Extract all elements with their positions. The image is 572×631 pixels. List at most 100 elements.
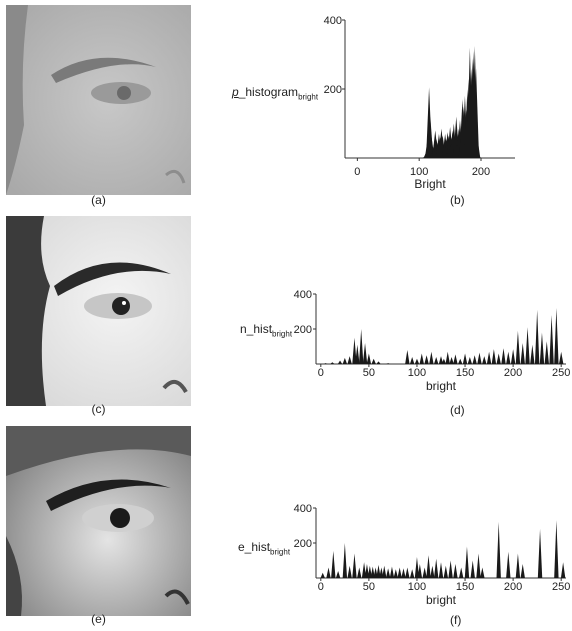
histogram-bar: [520, 343, 525, 364]
histogram-bar: [326, 567, 331, 578]
histogram-bar: [491, 349, 497, 364]
histogram-bar: [393, 569, 399, 578]
histogram-d: 0 50 100 150 200 250 200 400 bright: [294, 289, 570, 393]
histogram-bar: [347, 356, 352, 364]
x-tick-label: 0: [318, 581, 324, 593]
x-tick-label: 200: [504, 581, 522, 593]
histogram-bar: [371, 358, 376, 364]
histogram-bar: [515, 330, 521, 364]
histogram-bar: [539, 332, 545, 364]
x-axis-label: bright: [426, 593, 457, 607]
histogram-bar: [352, 553, 357, 578]
histogram-bar: [473, 68, 480, 158]
histogram-bar: [362, 343, 368, 364]
x-tick-label: 50: [363, 581, 375, 593]
histogram-bar: [337, 360, 343, 364]
histogram-bar: [496, 353, 501, 364]
y-tick-label: 200: [294, 324, 312, 336]
histogram-bar: [409, 569, 415, 578]
caption-f: (f): [450, 613, 462, 627]
histogram-bar: [525, 327, 530, 364]
x-tick-label: 100: [408, 581, 426, 593]
histogram-bar: [474, 137, 481, 158]
caption-e: (e): [91, 612, 106, 626]
caption-d: (d): [450, 403, 465, 417]
histogram-bar: [472, 355, 477, 364]
histogram-bar: [373, 567, 378, 578]
histogram-bar: [367, 565, 373, 578]
histogram-bar: [379, 567, 384, 578]
caption-b: (b): [450, 193, 465, 207]
histogram-bar: [422, 567, 427, 578]
histogram-bar: [510, 349, 516, 364]
histogram-bar: [558, 351, 564, 364]
histogram-bar: [370, 566, 375, 578]
histogram-bar: [441, 358, 447, 364]
histogram-bar: [376, 361, 381, 364]
histogram-bar: [405, 567, 410, 578]
histogram-bar: [554, 308, 559, 364]
x-tick-label: 150: [456, 581, 474, 593]
histogram-bar: [342, 357, 348, 364]
ylabel-d: n_histbright: [240, 322, 293, 339]
histogram-f: 0 50 100 150 200 250 200 400 bright: [294, 503, 570, 607]
x-tick-label: 100: [410, 166, 428, 178]
histogram-bar: [458, 358, 463, 364]
histogram-bar: [477, 352, 482, 364]
histogram-bar: [429, 351, 434, 364]
histogram-bar: [515, 553, 521, 578]
x-tick-label: 250: [552, 581, 570, 593]
histogram-bar: [544, 341, 549, 364]
histogram-bar: [426, 555, 431, 578]
histogram-bar: [534, 309, 540, 364]
histogram-bar: [330, 362, 335, 364]
histogram-b: 0 100 200 200 400 Bright: [324, 15, 515, 191]
histogram-bar: [467, 357, 473, 364]
histogram-bar: [342, 543, 348, 578]
histogram-bar: [496, 522, 501, 578]
histogram-bar: [405, 350, 410, 364]
histogram-bar: [361, 562, 367, 578]
histogram-bar: [355, 344, 360, 364]
histogram-bar: [385, 363, 391, 364]
histogram-bar: [352, 337, 357, 364]
histogram-bar: [506, 351, 511, 364]
x-tick-label: 0: [354, 166, 360, 178]
photo-e: [6, 426, 191, 616]
histogram-bar: [560, 562, 566, 578]
histogram-bar: [464, 546, 470, 578]
histogram-bar: [409, 357, 415, 364]
histogram-bar: [453, 354, 458, 364]
histogram-bar: [443, 565, 449, 578]
x-tick-label: 100: [408, 367, 426, 379]
ylabel-f: e_histbright: [238, 540, 291, 557]
histogram-bar: [433, 558, 439, 578]
histogram-bar: [364, 564, 370, 578]
x-axis-label: bright: [426, 379, 457, 393]
histogram-bar: [458, 567, 464, 578]
histogram-bar: [433, 357, 439, 364]
photo-c: [6, 216, 191, 406]
caption-a: (a): [91, 193, 106, 207]
y-tick-label: 200: [324, 84, 342, 96]
histogram-bar: [401, 568, 406, 578]
histogram-bar: [476, 553, 481, 578]
histogram-bar: [438, 562, 444, 578]
ylabel-b: p_histogrambright: [232, 85, 319, 102]
histogram-bar: [445, 351, 450, 364]
histogram-bar: [475, 156, 482, 158]
histogram-bar: [480, 567, 485, 578]
y-tick-label: 400: [294, 289, 312, 301]
histogram-bar: [335, 571, 341, 578]
histogram-bar: [323, 363, 328, 364]
histogram-bar: [366, 353, 372, 364]
histogram-bar: [430, 565, 435, 578]
histogram-bar: [554, 520, 559, 578]
photo-a: [6, 5, 191, 195]
histogram-bar: [549, 315, 554, 364]
histogram-bar: [320, 572, 325, 578]
x-tick-label: 150: [456, 367, 474, 379]
histogram-bar: [397, 567, 402, 578]
histogram-bar: [331, 550, 336, 578]
histogram-bar: [414, 557, 420, 578]
